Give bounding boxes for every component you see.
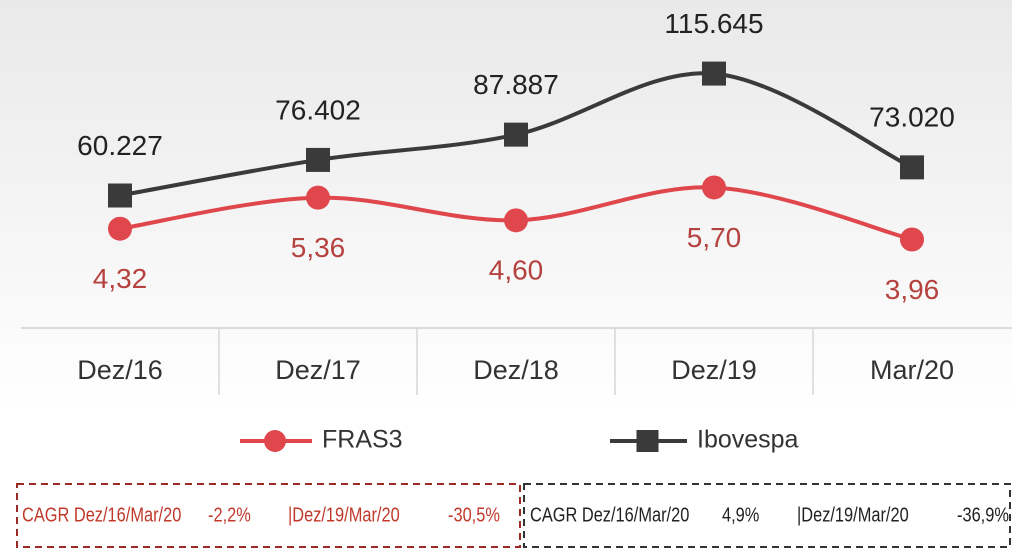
annotation-text: |Dez/19/Mar/20 [797,503,909,526]
x-tick-label: Dez/17 [275,355,361,385]
marker [108,216,132,241]
marker [702,61,726,86]
annotation-text: CAGR Dez/16/Mar/20 [530,503,689,526]
annotation-text: |Dez/19/Mar/20 [288,503,400,526]
marker [900,155,924,180]
legend-label: FRAS3 [322,426,403,454]
annotation-text: 4,9% [722,503,759,526]
marker [504,122,528,147]
annotation-group: -2,2% [208,503,251,526]
annotation-text: -36,9% [957,503,1009,526]
x-tick-label: Dez/19 [671,355,757,385]
marker [702,175,726,200]
annotation-text: -30,5% [448,503,500,526]
marker [108,183,132,208]
legend-marker [264,430,286,452]
data-label: 87.887 [473,69,559,100]
cagr-box [16,483,521,548]
annotation-group: CAGR Dez/16/Mar/20 [530,503,689,526]
data-label: 4,60 [489,255,544,286]
annotation-group: 4,9% [722,503,759,526]
data-label: 115.645 [664,8,763,39]
annotation-text: CAGR Dez/16/Mar/20 [22,503,181,526]
data-label: 3,96 [885,274,940,305]
data-label: 5,70 [687,222,742,253]
data-label: 76.402 [275,94,361,125]
annotation-group: -36,9% [957,503,1009,526]
marker [306,147,330,172]
cagr-box [523,483,1011,548]
data-label: 60.227 [77,130,163,161]
annotation-group: CAGR Dez/16/Mar/20 [22,503,181,526]
label-highlight [526,493,714,537]
annotation-group: -30,5% [448,503,500,526]
marker [900,227,924,252]
legend-label: Ibovespa [697,426,799,454]
annotation-text: -2,2% [208,503,251,526]
x-tick-label: Dez/18 [473,355,559,385]
data-label: 4,32 [93,263,148,294]
x-tick-label: Mar/20 [870,355,954,385]
data-label: 73.020 [869,102,955,133]
annotation-group: |Dez/19/Mar/20 [797,503,909,526]
annotation-group: |Dez/19/Mar/20 [288,503,400,526]
x-tick-label: Dez/16 [77,355,163,385]
data-label: 5,36 [291,232,346,263]
marker [306,185,330,210]
marker [504,208,528,233]
legend-marker [636,430,659,452]
